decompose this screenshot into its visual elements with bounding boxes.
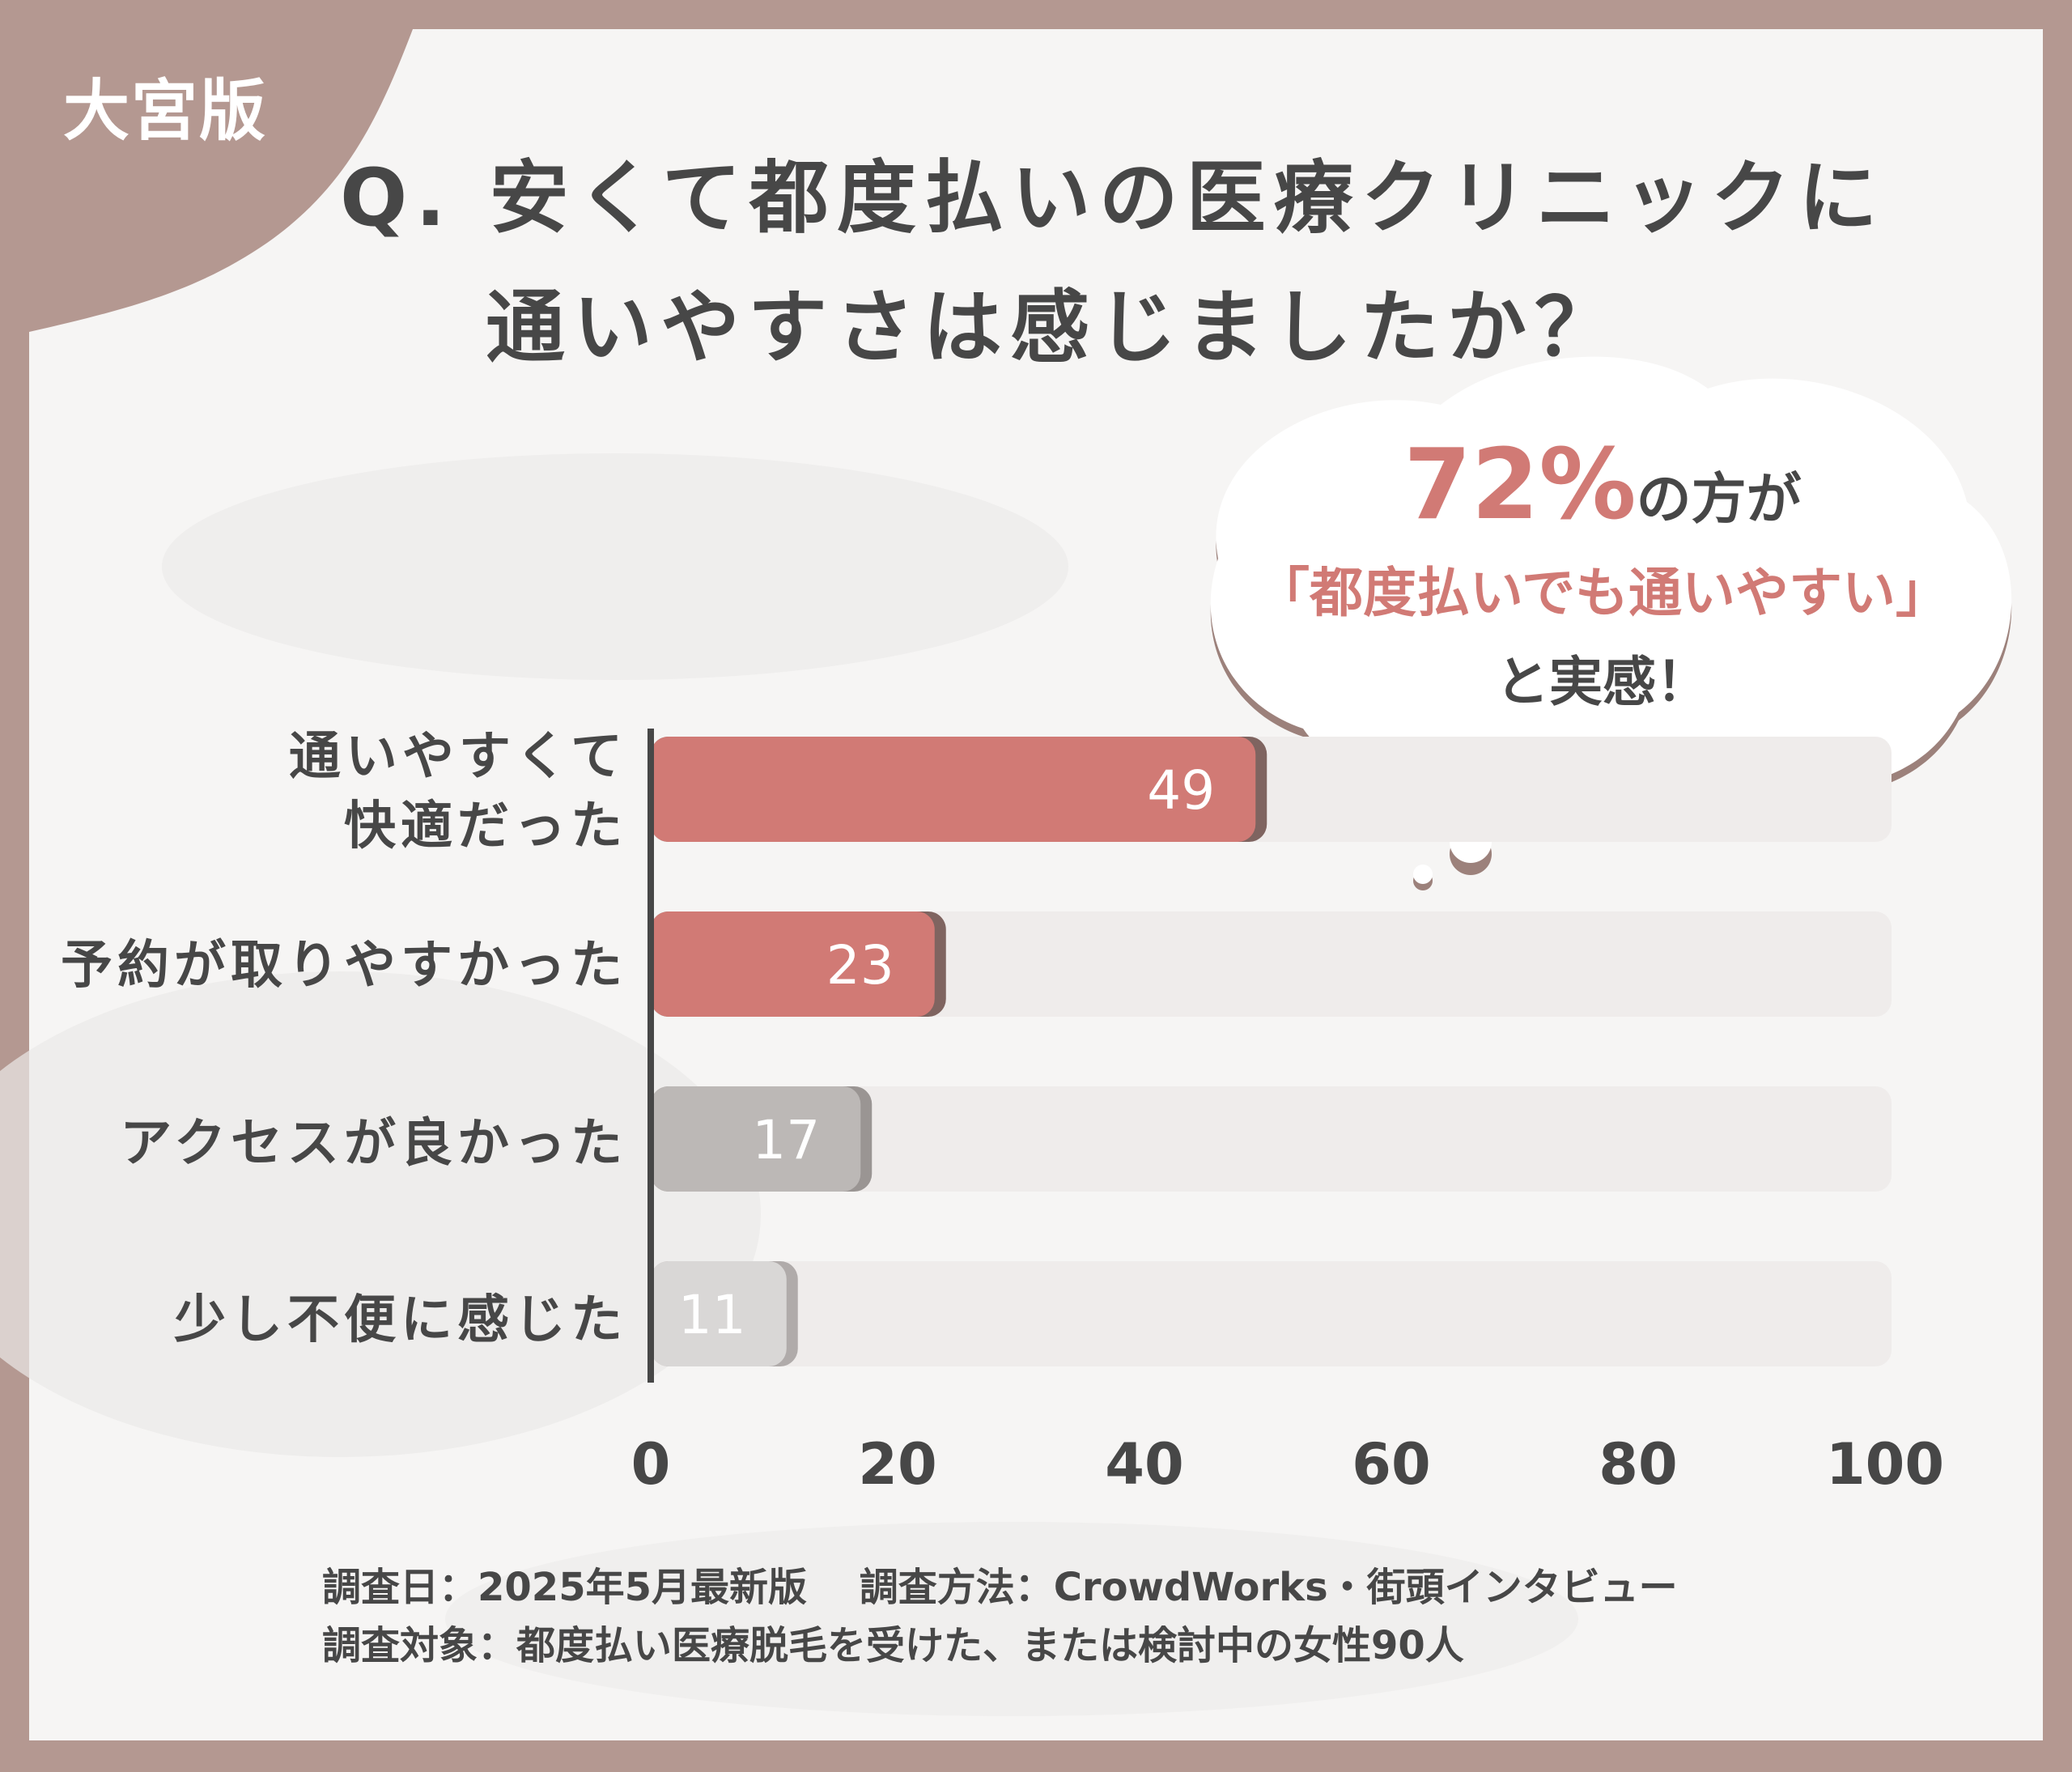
page-title: Q. 安くて都度払いの医療クリニックに 通いやすさは感じましたか？: [340, 134, 2023, 393]
callout-percent: 72%: [1403, 429, 1637, 542]
footer-line-1: 調査日：2025年5月最新版 調査方法：CrowdWorks・街頭インタビュー: [322, 1565, 1678, 1610]
callout-quote: 「都度払いでも通いやすい」: [1255, 562, 1950, 624]
bar-track: [651, 911, 1892, 1017]
category-label: アクセスが良かった: [120, 1114, 627, 1174]
callout-ending: と実感！: [1496, 651, 1709, 713]
bar: [651, 911, 935, 1017]
x-tick-label: 0: [631, 1431, 671, 1498]
category-label-line: 快適だった: [344, 797, 627, 856]
x-tick-label: 40: [1105, 1431, 1184, 1498]
title-line-1: Q. 安くて都度払いの医療クリニックに: [340, 152, 1886, 244]
thought-dot-small: [1413, 865, 1433, 884]
callout-after-percent: の方が: [1636, 468, 1802, 532]
callout-bubble: [1210, 356, 2012, 820]
bar-value-label: 11: [678, 1284, 746, 1346]
bar: [651, 737, 1256, 842]
bg-blob: [0, 971, 761, 1457]
bar-value-label: 23: [826, 934, 894, 996]
category-label: 予約が取りやすかった: [61, 936, 627, 996]
edition-badge: 大宮版: [63, 73, 268, 150]
x-tick-label: 20: [858, 1431, 937, 1498]
bar: [651, 1086, 861, 1192]
category-label-line: 通いやすくて: [288, 727, 627, 787]
bar: [651, 1261, 787, 1366]
footer-line-2: 調査対象：都度払い医療脱毛を受けた、または検討中の女性90人: [322, 1623, 1464, 1668]
category-label: 通いやすくて 快適だった: [12, 722, 627, 861]
bar-value-label: 17: [752, 1109, 820, 1171]
bar-track: [651, 1261, 1892, 1366]
callout-text: 72%の方が 「都度払いでも通いやすい」 と実感！: [1198, 429, 2007, 716]
x-tick-label: 60: [1352, 1431, 1431, 1498]
x-tick-label: 100: [1825, 1431, 1945, 1498]
title-line-2: 通いやすさは感じましたか？: [486, 282, 1623, 374]
corner-wave: [29, 29, 413, 332]
bar-track: [651, 1086, 1892, 1192]
x-tick-label: 80: [1599, 1431, 1678, 1498]
bar-value-label: 49: [1147, 759, 1215, 822]
bg-blob: [445, 1522, 1578, 1716]
survey-footer: 調査日：2025年5月最新版 調査方法：CrowdWorks・街頭インタビュー …: [322, 1558, 1678, 1675]
bg-blob: [162, 453, 1068, 680]
category-label: 少し不便に感じた: [174, 1290, 627, 1350]
